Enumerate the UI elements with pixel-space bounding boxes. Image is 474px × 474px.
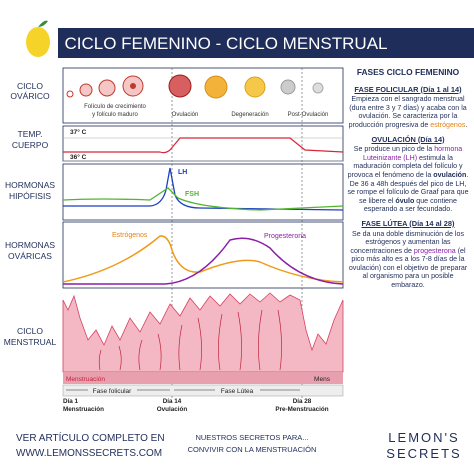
footer-link: VER ARTÍCULO COMPLETO EN <box>16 431 165 444</box>
day-label: Pre-Menstruación <box>275 406 328 413</box>
sidebar-title: FASES CICLO FEMENINO <box>356 67 460 77</box>
hormone-label: FSH <box>185 191 199 198</box>
section-heading: FASE LÚTEA (Día 14 al 28) <box>361 218 455 228</box>
phase-label: Mens <box>314 376 331 383</box>
base-layer <box>63 372 343 384</box>
ovary-label: y folículo maduro <box>92 112 138 118</box>
row-label: CICLO <box>17 326 43 336</box>
ovary-label: Folículo de crecimiento <box>84 104 146 110</box>
row-label: CUERPO <box>12 140 49 150</box>
row-label: HORMONAS <box>5 240 55 250</box>
text: Se produce un pico de la <box>353 145 435 154</box>
tagline: CONVIVIR CON LA MENSTRUACIÓN <box>188 445 317 454</box>
title: CICLO FEMENINO - CICLO MENSTRUAL <box>64 34 387 53</box>
sidebar: FASES CICLO FEMENINO FASE FOLICULAR (Día… <box>346 68 470 290</box>
temp-curve <box>63 137 344 154</box>
endometrium <box>62 292 344 373</box>
ovary-label: Ovulación <box>172 112 199 118</box>
ovary-label: Degeneración <box>231 112 268 118</box>
highlight: progesterona <box>413 246 456 255</box>
ovary-label: Post-Ovulación <box>288 112 329 118</box>
section-body: Se da una doble disminución de los estró… <box>346 230 470 290</box>
text: Empieza con el sangrado menstrual (dura … <box>348 95 467 129</box>
day-lines <box>171 68 303 398</box>
row-label: HORMONAS <box>5 180 55 190</box>
highlight: estrógenos <box>430 120 466 129</box>
phase-bar <box>62 384 344 397</box>
progesterone-curve <box>63 237 344 285</box>
hormone-label: LH <box>178 169 187 176</box>
header-band <box>58 28 474 58</box>
lh-curve <box>63 167 344 211</box>
phase-label: Fase Lútea <box>221 388 254 395</box>
estrogen-curve <box>62 235 344 283</box>
footer-link[interactable]: WWW.LEMONSSECRETS.COM <box>16 448 162 459</box>
glands <box>98 309 282 371</box>
temp-label: 36° C <box>70 153 87 161</box>
row-label: MENSTRUAL <box>4 337 57 347</box>
hormone-label: Estrógenos <box>112 232 148 239</box>
text: . De 36 a 48h después del pico de LH, se… <box>347 170 469 205</box>
day-label: Menstruación <box>63 406 104 413</box>
lemon-icon <box>26 20 50 57</box>
phase-label: Fase folicular <box>93 388 132 395</box>
logo: LEMON'S <box>388 430 459 445</box>
section-heading: FASE FOLICULAR (Día 1 al 14) <box>354 84 462 94</box>
phase-label: Menstruación <box>66 376 105 383</box>
row-label: HIPÓFISIS <box>9 191 51 201</box>
day-label: Día 28 <box>293 398 312 405</box>
highlight: ovulación <box>433 170 467 179</box>
text: Se da una doble disminución de los estró… <box>350 229 464 255</box>
section-heading: OVULACIÓN (Día 14) <box>371 134 445 144</box>
text: . <box>465 120 468 129</box>
row-label: CICLO <box>17 81 43 91</box>
text: que contiene esperando a ser fecundado. <box>363 196 457 214</box>
row-label: OVÁRICO <box>10 91 50 101</box>
day-label: Ovulación <box>157 406 188 413</box>
text: (el pico más alto es a los 7-8 días de l… <box>348 246 468 290</box>
day-label: Día 14 <box>163 398 182 405</box>
logo: SECRETS <box>386 446 461 461</box>
tagline: NUESTROS SECRETOS PARA... <box>195 433 308 442</box>
hormone-label: Progesterona <box>264 233 306 240</box>
highlight: óvulo <box>395 196 415 205</box>
row-label: TEMP. <box>18 129 43 139</box>
section-body: Empieza con el sangrado menstrual (dura … <box>346 95 470 129</box>
follicles <box>66 74 324 99</box>
day-label: Día 1 <box>63 398 79 405</box>
highlight: hormona Luteinizante (LH) <box>363 145 463 162</box>
fsh-curve <box>62 187 344 211</box>
text: estimula la maduración completa del folí… <box>347 153 463 179</box>
temp-label: 37° C <box>70 128 87 136</box>
section-body: Se produce un pico de la hormona Luteini… <box>346 145 470 214</box>
row-label: OVÁRICAS <box>8 251 52 261</box>
